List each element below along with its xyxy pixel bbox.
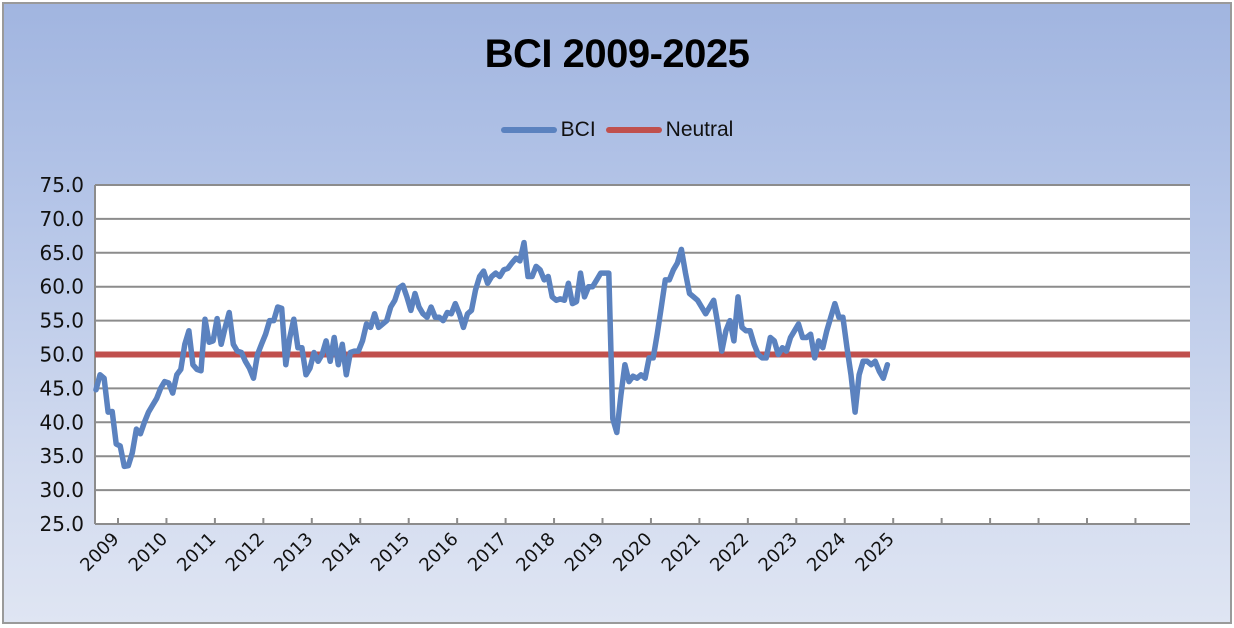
x-tick-label: 2021 xyxy=(658,529,705,576)
legend-swatch-neutral xyxy=(605,127,662,133)
legend-item-bci: BCI xyxy=(500,118,596,142)
y-tick-label: 70.0 xyxy=(39,207,84,231)
chart-title: BCI 2009-2025 xyxy=(484,32,750,76)
y-tick-label: 25.0 xyxy=(39,512,84,536)
y-tick-label: 65.0 xyxy=(39,241,84,265)
x-tick-label: 2014 xyxy=(319,529,366,576)
legend-label-neutral: Neutral xyxy=(665,118,734,141)
x-tick-label: 2020 xyxy=(609,529,656,576)
legend-swatch-bci xyxy=(500,127,557,133)
chart-legend: BCI Neutral xyxy=(4,118,1230,142)
x-tick-label: 2011 xyxy=(173,529,220,576)
y-tick-label: 55.0 xyxy=(39,309,84,333)
bci-line xyxy=(93,239,891,470)
y-tick-label: 30.0 xyxy=(39,478,84,502)
x-tick-label: 2022 xyxy=(706,529,753,576)
x-tick-label: 2024 xyxy=(803,529,850,576)
legend-item-neutral: Neutral xyxy=(605,118,734,142)
y-tick-label: 40.0 xyxy=(39,410,84,434)
x-tick-label: 2023 xyxy=(755,529,802,576)
legend-label-bci: BCI xyxy=(560,118,596,141)
x-tick-label: 2012 xyxy=(222,529,269,576)
y-tick-label: 50.0 xyxy=(39,343,84,367)
x-axis: 2009 2010 2011 2012 2013 2014 2015 2016 2017 2018… xyxy=(76,518,1190,576)
gridlines xyxy=(95,184,1190,492)
y-tick-label: 35.0 xyxy=(39,444,84,468)
y-axis: 25.0 30.0 35.0 40.0 45.0 50.0 55.0 60.0 65.0 70.0… xyxy=(39,173,96,536)
x-tick-label: 2010 xyxy=(125,529,172,576)
y-tick-label: 60.0 xyxy=(39,275,84,299)
x-tick-label: 2025 xyxy=(851,529,898,576)
x-tick-label: 2016 xyxy=(415,529,462,576)
x-tick-label: 2018 xyxy=(512,529,559,576)
x-tick-label: 2013 xyxy=(270,529,317,576)
x-tick-label: 2015 xyxy=(367,529,414,576)
y-tick-label: 75.0 xyxy=(39,173,84,197)
x-tick-label: 2019 xyxy=(561,529,608,576)
y-tick-label: 45.0 xyxy=(39,376,84,400)
x-tick-label: 2017 xyxy=(464,529,511,576)
